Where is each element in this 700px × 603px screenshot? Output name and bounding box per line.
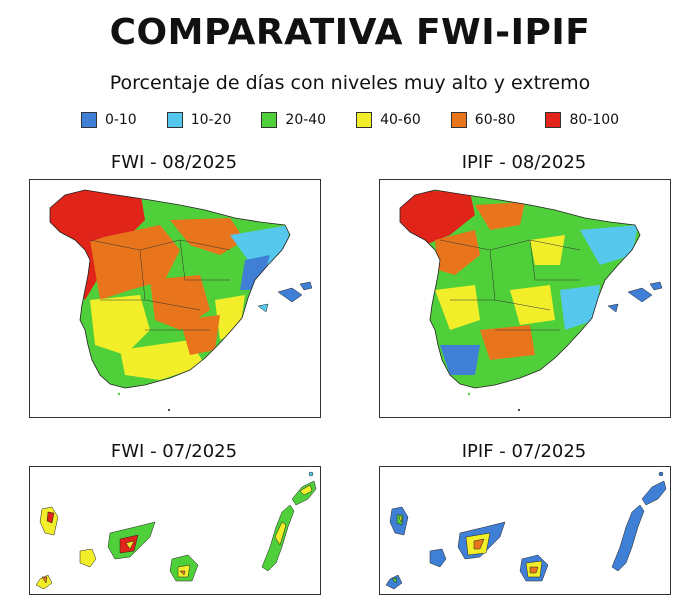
legend-label: 0-10 <box>104 112 137 128</box>
panel-title-fwi-canarias: FWI - 07/2025 <box>110 441 238 462</box>
legend-swatch <box>450 112 467 128</box>
page-subtitle: Porcentaje de días con niveles muy alto … <box>109 72 591 94</box>
legend-swatch <box>545 112 562 128</box>
legend-item: 40-60 <box>356 112 421 128</box>
legend-label: 80-100 <box>569 112 620 128</box>
legend-swatch <box>356 112 373 128</box>
panel-title-ipif-canarias: IPIF - 07/2025 <box>461 441 587 462</box>
legend-item: 0-10 <box>80 112 137 128</box>
legend-label: 40-60 <box>380 112 421 128</box>
panel-title-ipif-peninsula: IPIF - 08/2025 <box>461 152 587 173</box>
legend-swatch <box>261 112 278 128</box>
page-title: COMPARATIVA FWI-IPIF <box>109 12 591 53</box>
spain-shape <box>50 190 290 388</box>
map-ipif-canarias <box>379 466 671 595</box>
balearic-islands <box>257 281 313 313</box>
legend-item: 10-20 <box>166 112 232 128</box>
legend-label: 10-20 <box>190 112 232 128</box>
legend-item: 20-40 <box>261 112 326 128</box>
panel-title-fwi-peninsula: FWI - 08/2025 <box>110 152 238 173</box>
map-fwi-peninsula <box>29 179 321 418</box>
legend-swatch <box>166 112 183 128</box>
legend-item: 60-80 <box>450 112 516 128</box>
legend-item: 80-100 <box>545 112 619 128</box>
spain-shape <box>400 190 640 388</box>
canary-islands <box>35 471 317 590</box>
legend-swatch <box>80 112 97 128</box>
map-fwi-canarias <box>29 466 321 595</box>
legend-label: 60-80 <box>474 112 516 128</box>
map-ipif-peninsula <box>379 179 671 418</box>
legend: 0-10 10-20 20-40 40-60 60-80 80-100 <box>0 112 700 128</box>
legend-label: 20-40 <box>285 112 327 128</box>
canary-islands <box>385 471 667 590</box>
balearic-islands <box>607 281 663 313</box>
